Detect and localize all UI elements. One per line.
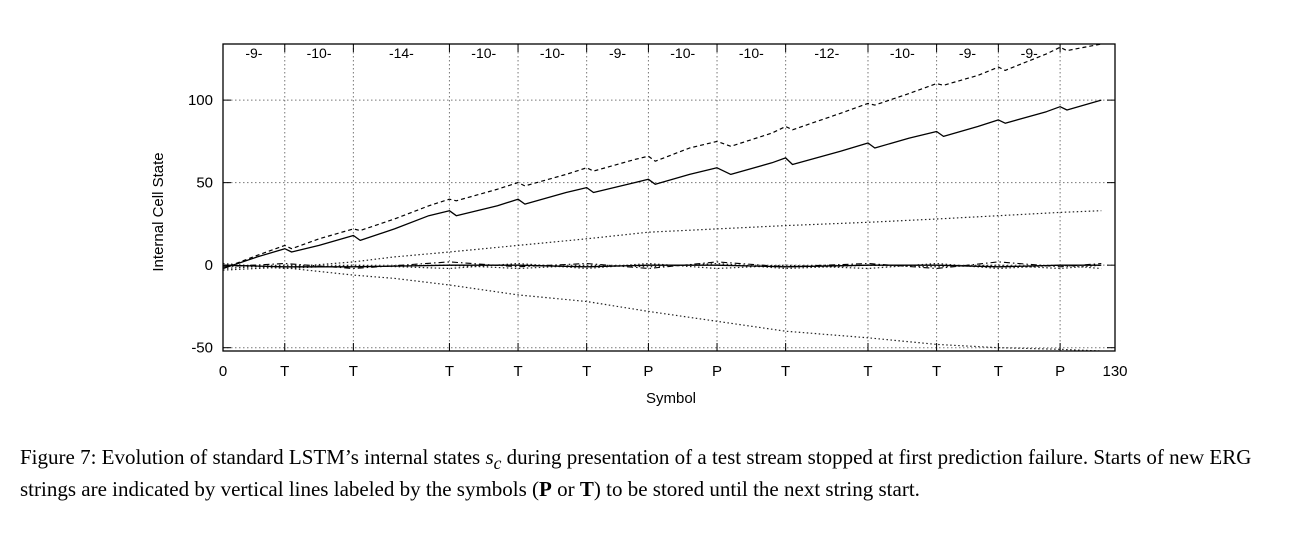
- y-tick-label: -50: [191, 340, 213, 357]
- x-tick-label: T: [513, 363, 522, 380]
- caption-figure-label: Figure 7:: [20, 445, 97, 469]
- x-tick-label: T: [932, 363, 941, 380]
- series-line-2: [222, 99, 1102, 270]
- y-axis-label: Internal Cell State: [150, 152, 167, 271]
- segment-label: -9-: [245, 45, 262, 61]
- grid-lines: [223, 99, 1115, 349]
- x-tick-label: P: [643, 363, 653, 380]
- plot-frame: [222, 43, 1116, 352]
- segment-label: -9-: [609, 45, 626, 61]
- caption-or-word: or: [557, 477, 575, 502]
- x-tick-label: P: [1055, 363, 1065, 380]
- y-tick-label: 0: [205, 257, 213, 274]
- caption-symbol-t: T: [579, 477, 594, 502]
- segment-label: -14-: [389, 45, 414, 61]
- x-tick-label: T: [582, 363, 591, 380]
- segment-label: -10-: [670, 45, 695, 61]
- lstm-cell-state-chart: -50 0 50 100 0 T T T T T P P T T T T P 130 -9- -10- -14- -1…: [150, 43, 1128, 407]
- x-tick-label: T: [863, 363, 872, 380]
- series-line-8: [222, 264, 1102, 268]
- x-tick-label: T: [994, 363, 1003, 380]
- y-tick-label: 100: [188, 92, 213, 109]
- x-tick-label: T: [280, 363, 289, 380]
- x-tick-label: 130: [1102, 363, 1127, 380]
- caption-text-part2: during presentation of a test stream sto…: [20, 445, 1252, 502]
- series-line-6: [222, 262, 1102, 270]
- segment-label: -9-: [959, 45, 976, 61]
- x-tick-label: T: [445, 363, 454, 380]
- segment-label: -10-: [540, 45, 565, 61]
- segment-length-labels: -9- -10- -14- -10- -10- -9- -10- -10- -12- -10- -9…: [245, 45, 1038, 61]
- caption-symbol-p: P: [539, 477, 552, 502]
- x-tick-label: T: [781, 363, 790, 380]
- x-tick-label: 0: [219, 363, 227, 380]
- segment-label: -9-: [1021, 45, 1038, 61]
- figure-caption: Figure 7: Evolution of standard LSTM’s i…: [20, 444, 1290, 502]
- series-lines: [222, 43, 1102, 352]
- x-axis-ticks: 0 T T T T T P P T T T T P 130: [219, 44, 1128, 380]
- series-line-4: [222, 264, 1102, 352]
- series-line-3: [222, 210, 1102, 271]
- x-axis-label: Symbol: [646, 390, 696, 407]
- y-tick-label: 50: [196, 175, 213, 192]
- x-tick-label: T: [349, 363, 358, 380]
- segment-label: -10-: [739, 45, 764, 61]
- caption-text-part1: Evolution of standard LSTM’s internal st…: [101, 445, 481, 469]
- x-tick-label: P: [712, 363, 722, 380]
- segment-label: -10-: [307, 45, 332, 61]
- y-axis-ticks: -50 0 50 100: [188, 92, 1115, 357]
- segment-label: -12-: [814, 45, 839, 61]
- caption-subscript: c: [493, 453, 502, 474]
- caption-text-part3: ) to be stored until the next string sta…: [593, 477, 920, 502]
- segment-label: -10-: [471, 45, 496, 61]
- string-start-lines: [284, 44, 1061, 351]
- series-line-1: [222, 43, 1102, 270]
- segment-label: -10-: [890, 45, 915, 61]
- caption-symbol: s: [485, 445, 494, 469]
